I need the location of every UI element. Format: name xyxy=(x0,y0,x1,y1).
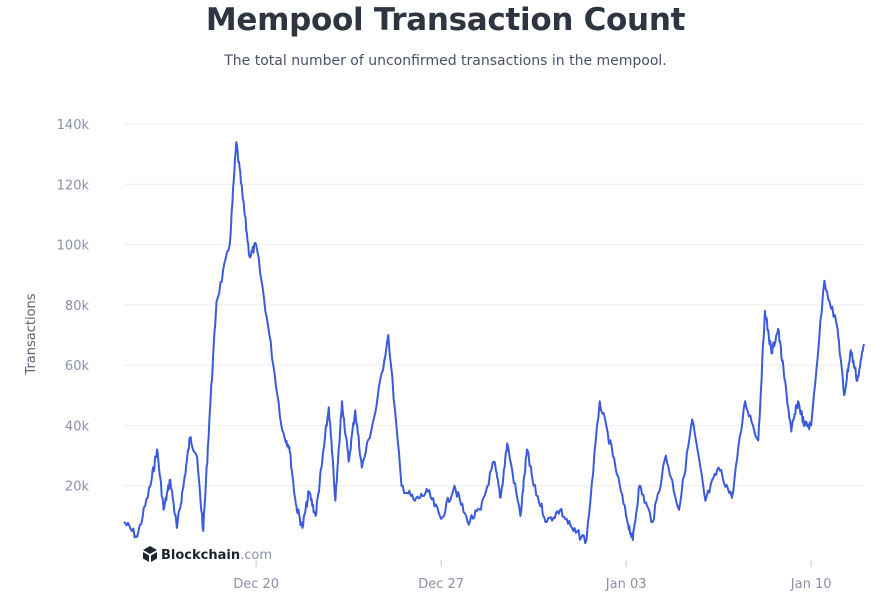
blockchain-logo-icon xyxy=(143,546,157,554)
grid-lines xyxy=(124,123,864,487)
x-axis-ticks: Dec 20 Dec 27 Jan 03 Jan 10 xyxy=(233,560,832,592)
chart-subtitle: The total number of unconfirmed transact… xyxy=(224,53,667,69)
x-tick-label: Dec 20 xyxy=(233,577,279,592)
svg-text:Blockchain.com: Blockchain.com xyxy=(161,548,272,563)
x-tick-label: Jan 03 xyxy=(605,577,647,592)
brand-name: Blockchain xyxy=(161,548,240,563)
x-tick-label: Dec 27 xyxy=(418,577,464,592)
y-tick-label: 120k xyxy=(57,178,90,193)
y-axis-label: Transactions xyxy=(24,293,39,375)
series-line xyxy=(123,141,865,545)
y-tick-label: 40k xyxy=(65,419,90,434)
brand-suffix: .com xyxy=(240,548,272,563)
x-tick-label: Jan 10 xyxy=(790,577,832,592)
y-tick-label: 20k xyxy=(65,480,90,495)
y-tick-label: 100k xyxy=(57,239,90,254)
chart-title: Mempool Transaction Count xyxy=(205,2,686,38)
y-tick-label: 140k xyxy=(57,118,90,133)
y-axis-ticks: 20k 40k 60k 80k 100k 120k 140k xyxy=(57,118,90,495)
y-tick-label: 60k xyxy=(65,359,90,374)
blockchain-logo: Blockchain.com xyxy=(143,546,272,563)
y-tick-label: 80k xyxy=(65,299,90,314)
